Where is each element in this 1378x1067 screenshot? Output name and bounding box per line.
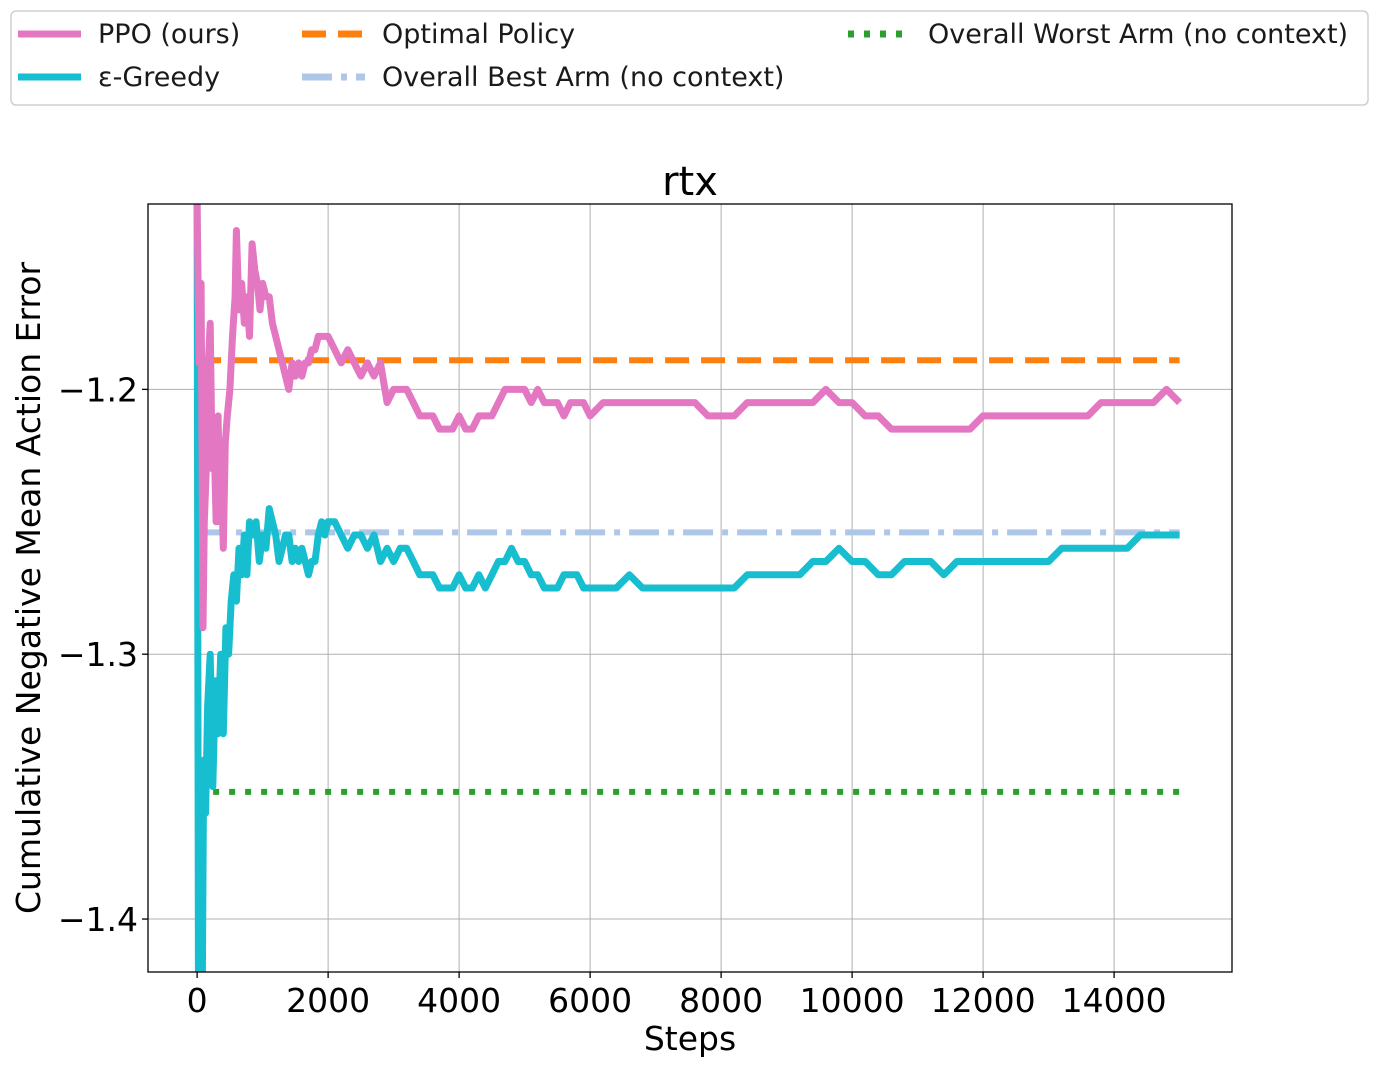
x-tick-label: 14000 [1062, 981, 1167, 1020]
x-tick-label: 8000 [679, 981, 763, 1020]
x-tick-label: 12000 [931, 981, 1036, 1020]
legend-label-0: PPO (ours) [98, 19, 240, 50]
y-axis-label: Cumulative Negative Mean Action Error [9, 262, 48, 915]
chart-title: rtx [662, 159, 718, 205]
x-tick-label: 4000 [417, 981, 501, 1020]
x-tick-label: 6000 [548, 981, 632, 1020]
legend-label-4: Overall Worst Arm (no context) [928, 19, 1348, 50]
x-tick-label: 2000 [286, 981, 370, 1020]
y-tick-label: −1.3 [58, 635, 138, 674]
legend-label-3: Overall Best Arm (no context) [382, 62, 784, 93]
series-line-1 [193, 204, 1180, 972]
y-tick-label: −1.2 [58, 370, 138, 409]
legend-entries: PPO (ours) ε-Greedy Optimal Policy Overall … [18, 19, 1348, 93]
legend-label-1: ε-Greedy [98, 62, 220, 93]
x-axis-label: Steps [644, 1019, 736, 1058]
x-axis-ticks: 0 2000 4000 6000 8000 10000 12000 14000 [187, 972, 1167, 1020]
legend-label-2: Optimal Policy [382, 19, 575, 50]
y-tick-label: −1.4 [58, 900, 138, 939]
x-tick-label: 10000 [800, 981, 905, 1020]
y-axis-ticks: −1.4 −1.3 −1.2 [58, 370, 148, 939]
series-layer [193, 204, 1183, 972]
legend: PPO (ours) ε-Greedy Optimal Policy Overall … [10, 10, 1369, 106]
plot-frame [147, 203, 1233, 973]
series-line-0 [193, 204, 1183, 632]
x-tick-label: 0 [187, 981, 208, 1020]
